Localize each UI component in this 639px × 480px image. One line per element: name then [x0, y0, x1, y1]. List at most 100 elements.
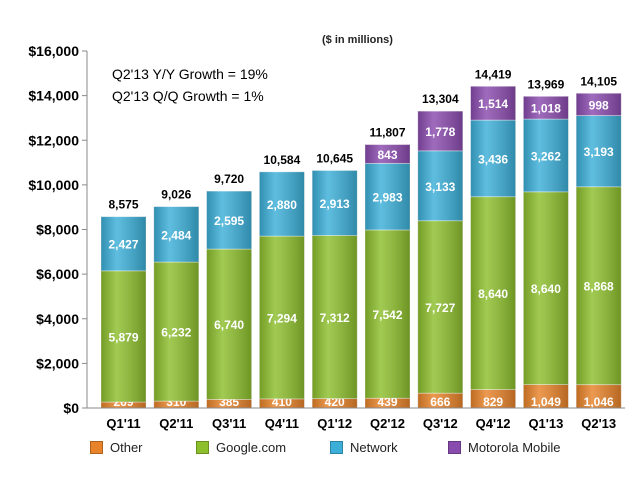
bar-segment-shade: [417, 393, 463, 408]
bar-segment-shade: [417, 150, 463, 221]
data-label: 8,640: [531, 282, 561, 296]
bar-segment-shade: [312, 235, 358, 399]
bar-segment-shade: [576, 384, 622, 408]
bar-segment-shade: [523, 384, 569, 408]
data-label: 1,049: [531, 395, 561, 409]
y-tick-label: $10,000: [28, 177, 79, 193]
x-tick-label: Q1'13: [528, 416, 563, 431]
bar-segment-shade: [312, 398, 358, 408]
data-label: 843: [377, 148, 397, 162]
bar-segment-shade: [365, 144, 410, 164]
data-label: 2,880: [267, 198, 297, 212]
x-tick-label: Q2'11: [159, 416, 193, 431]
data-label: 8,868: [584, 280, 614, 294]
x-tick-label: Q4'12: [476, 416, 511, 431]
total-label: 14,419: [475, 67, 512, 81]
data-label: 7,294: [267, 311, 297, 325]
bar-segment-shade: [206, 399, 252, 408]
total-label: 11,807: [369, 126, 405, 140]
data-label: 666: [430, 395, 450, 409]
total-label: 9,026: [161, 188, 191, 202]
data-label: 7,542: [372, 308, 402, 322]
legend-label-google: Google.com: [216, 440, 287, 455]
total-label: 10,584: [264, 153, 301, 167]
bar-segment-shade: [576, 93, 622, 116]
bar-segment-shade: [470, 389, 516, 408]
total-label: 14,105: [580, 74, 617, 88]
total-label: 10,645: [316, 151, 353, 165]
bar-segment-shade: [470, 86, 516, 121]
x-axis: Q1'11 Q2'11 Q3'11 Q4'11 Q1'12 Q2'12 Q3'12 Q4'12…: [87, 407, 625, 431]
bar-segment-shade: [365, 163, 410, 230]
bar-segment-shade: [259, 171, 305, 237]
bar-segment-shade: [206, 191, 252, 250]
x-tick-label: Q4'11: [265, 416, 299, 431]
bar-segment-shade: [101, 216, 146, 271]
bar-segment-shade: [101, 401, 146, 408]
data-label: 2,484: [161, 228, 191, 242]
bar-segment-shade: [470, 120, 516, 197]
bar-segment-shade: [576, 115, 622, 187]
bar-segment-shade: [259, 398, 305, 408]
bar-segment-shade: [153, 401, 199, 408]
bar-segment-shade: [470, 196, 516, 390]
y-tick-label: $16,000: [28, 43, 79, 59]
data-label: 3,436: [478, 152, 508, 166]
bar-segment-shade: [153, 262, 199, 402]
bar-segment-shade: [206, 249, 252, 400]
y-tick-label: $8,000: [36, 222, 79, 238]
legend-label-other: Other: [110, 440, 143, 455]
data-label: 8,640: [478, 287, 508, 301]
data-label: 7,312: [320, 311, 350, 325]
bar-group: 666 7,727 3,133 1,778 13,304: [417, 92, 464, 409]
chart-subtitle: ($ in millions): [322, 34, 393, 46]
bar-segment-shade: [153, 206, 199, 263]
data-label: 2,913: [320, 197, 350, 211]
qq-growth-note: Q2'13 Q/Q Growth = 1%: [112, 88, 264, 104]
y-tick-label: $4,000: [36, 311, 79, 327]
legend-swatch-other: [90, 441, 103, 454]
legend-label-motorola: Motorola Mobile: [468, 440, 561, 455]
bar-segment-shade: [576, 186, 622, 385]
legend-item-motorola: Motorola Mobile: [448, 440, 561, 455]
yy-growth-note: Q2'13 Y/Y Growth = 19%: [112, 66, 268, 82]
bar-group: 829 8,640 3,436 1,514 14,419: [470, 67, 517, 409]
legend-swatch-network: [330, 441, 343, 454]
total-label: 13,969: [528, 77, 565, 91]
data-label: 7,727: [425, 301, 455, 315]
bar-segment-shade: [523, 191, 569, 385]
bars: 2695,8792,4278,5753106,2322,4849,0263856…: [100, 67, 622, 409]
legend-item-other: Other: [90, 440, 143, 455]
legend-item-network: Network: [330, 440, 398, 455]
data-label: 1,018: [531, 102, 561, 116]
total-label: 8,575: [108, 198, 138, 212]
bar-segment-shade: [523, 96, 569, 120]
data-label: 1,046: [584, 395, 614, 409]
bar-group: 1,046 8,868 3,193 998 14,105: [575, 74, 622, 409]
bar-segment-shade: [523, 119, 569, 192]
x-tick-label: Q1'12: [317, 416, 352, 431]
y-tick-label: $14,000: [28, 88, 79, 104]
data-label: 829: [483, 395, 503, 409]
data-label: 5,879: [108, 330, 138, 344]
total-label: 13,304: [422, 92, 459, 106]
bar-segment-shade: [259, 236, 305, 399]
data-label: 3,262: [531, 149, 561, 163]
total-label: 9,720: [214, 172, 244, 186]
y-tick-label: $12,000: [28, 132, 79, 148]
x-tick-label: Q2'13: [581, 416, 616, 431]
data-label: 6,740: [214, 318, 244, 332]
data-label: 1,778: [425, 125, 455, 139]
data-label: 3,133: [425, 180, 455, 194]
x-tick-label: Q2'12: [370, 416, 405, 431]
bar-segment-shade: [365, 229, 410, 399]
y-tick-label: $6,000: [36, 266, 79, 282]
bar-segment-shade: [417, 220, 463, 394]
bar-segment-shade: [312, 170, 358, 236]
